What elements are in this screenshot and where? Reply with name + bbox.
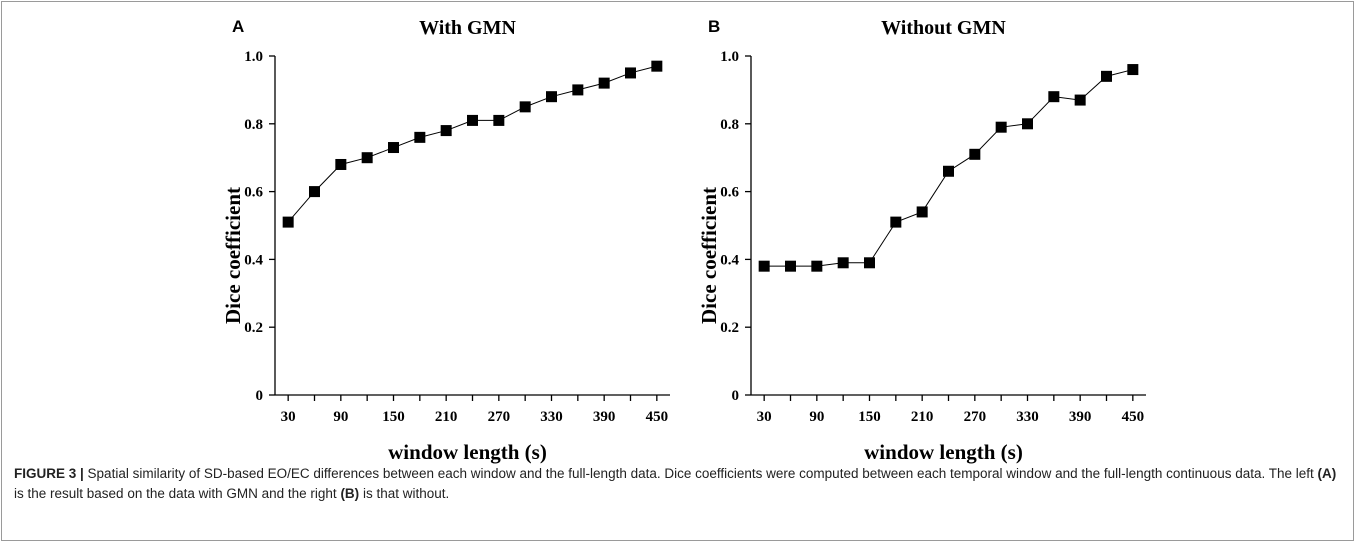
y-axis-label: Dice coefficient [221,187,245,324]
data-point [572,84,584,96]
data-point [785,260,796,272]
data-point [943,165,954,177]
data-point [811,260,823,272]
data-point [837,257,849,269]
x-tick-label: 150 [858,409,881,425]
data-point [651,60,663,72]
data-point [519,101,531,113]
data-point [1074,94,1086,106]
y-tick-label: 0.2 [720,320,739,336]
x-tick-label: 90 [809,409,824,425]
data-point [493,114,505,126]
y-tick-label: 0.4 [720,252,739,268]
x-tick-label: 330 [540,409,563,425]
caption-ref-a: (A) [1317,466,1337,481]
caption-text-3: is that without. [359,486,450,501]
y-tick-label: 0.8 [244,117,263,133]
data-point [890,216,902,228]
y-tick-label: 0 [256,388,264,404]
data-point [335,158,347,170]
x-axis-label: window length (s) [388,440,547,464]
y-tick-label: 0.2 [244,320,263,336]
x-tick-label: 390 [1069,409,1092,425]
series-line [287,65,657,223]
x-tick-label: 90 [333,409,348,425]
y-tick-label: 0.4 [244,252,263,268]
data-point [995,121,1007,133]
data-point [467,114,478,126]
y-tick-label: 1.0 [244,49,263,65]
data-point [916,206,928,218]
x-tick-label: 210 [435,409,458,425]
data-point [282,216,294,228]
x-tick-label: 150 [382,409,405,425]
x-axis-label: window length (s) [864,440,1023,464]
y-tick-label: 1.0 [720,49,739,65]
data-point [309,186,320,198]
chart-panel-b: B Without GMN 0 0.2 0.4 0.6 0.8 1.0 30 90 150 210 27… [697,17,1146,464]
caption-label: FIGURE 3 | [14,466,84,481]
data-point [1127,64,1139,76]
x-tick-label: 330 [1016,409,1039,425]
data-point [414,131,426,143]
caption-text-1: Spatial similarity of SD-based EO/EC dif… [83,466,1318,481]
x-tick-label: 450 [646,409,669,425]
chart-title: With GMN [419,17,516,39]
caption-ref-b: (B) [340,486,360,501]
panel-letter: A [232,17,244,36]
x-tick-label: 30 [757,409,772,425]
x-tick-label: 390 [593,409,616,425]
data-point [388,142,399,154]
data-point [598,77,610,89]
data-point [546,91,557,103]
figure-caption: FIGURE 3 | Spatial similarity of SD-base… [14,464,1344,504]
chart-panel-a: A With GMN 0 0.2 0.4 0.6 0.8 1.0 30 90 150 210 270 33… [221,17,670,464]
data-point [1048,91,1060,103]
data-point [1022,118,1033,130]
x-tick-label: 270 [488,409,511,425]
x-tick-label: 270 [964,409,987,425]
data-point [969,148,981,160]
x-tick-label: 450 [1122,409,1145,425]
y-tick-label: 0 [732,388,740,404]
data-point [1101,70,1112,82]
data-point [625,67,636,79]
x-tick-label: 210 [911,409,934,425]
y-axis-label: Dice coefficient [697,187,721,324]
chart-title: Without GMN [881,17,1006,39]
y-tick-label: 0.8 [720,117,739,133]
data-point [440,125,452,137]
data-point [864,257,875,269]
data-point [758,260,770,272]
y-tick-label: 0.6 [720,185,739,201]
data-point [361,152,373,164]
caption-text-2: is the result based on the data with GMN… [14,486,341,501]
x-tick-label: 30 [281,409,296,425]
y-tick-label: 0.6 [244,185,263,201]
panel-letter: B [708,17,720,36]
